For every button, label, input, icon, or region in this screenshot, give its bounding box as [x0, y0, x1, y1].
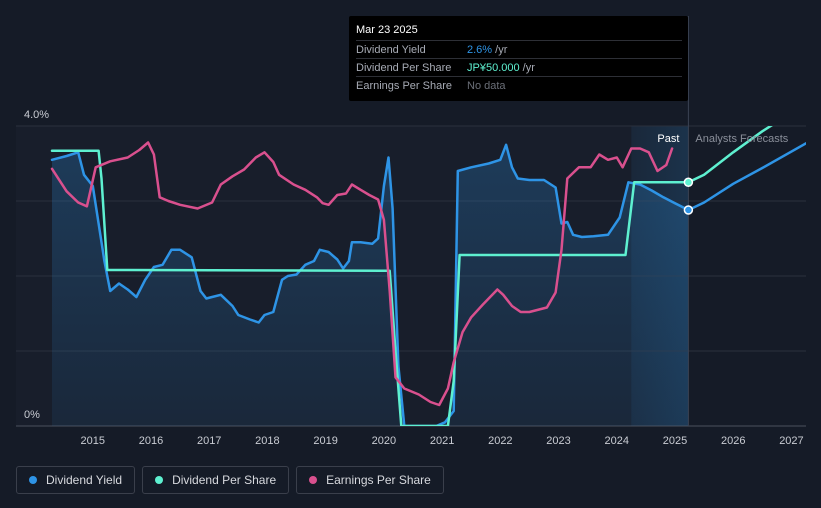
y-tick-label-top: 4.0% [24, 109, 49, 121]
x-tick-label: 2020 [372, 435, 396, 447]
tooltip-label: Dividend Yield [356, 44, 426, 56]
tooltip-label: Dividend Per Share [356, 62, 452, 74]
legend: Dividend Yield Dividend Per Share Earnin… [16, 466, 444, 494]
dividend-per-share-line [50, 149, 690, 426]
dividend-yield-area [52, 144, 689, 426]
x-tick-label: 2017 [197, 435, 221, 447]
tooltip-value: JP¥50.000 /yr [467, 62, 535, 74]
legend-item-dividend-yield[interactable]: Dividend Yield [16, 466, 136, 494]
x-tick-label: 2024 [605, 435, 629, 447]
tooltip-row-dividend-per-share: Dividend Per Share JP¥50.000 /yr [356, 58, 682, 77]
tooltip-date: Mar 23 2025 [356, 24, 418, 36]
x-tick-label: 2016 [139, 435, 163, 447]
dividend-yield-forecast-line [687, 142, 806, 212]
x-tick-label: 2023 [546, 435, 570, 447]
dividend-per-share-forecast-line [687, 126, 773, 184]
tooltip: Mar 23 2025 Dividend Yield 2.6% /yr Divi… [349, 16, 688, 101]
x-tick-label: 2022 [488, 435, 512, 447]
tooltip-label: Earnings Per Share [356, 80, 452, 92]
tooltip-value: No data [467, 80, 506, 92]
x-tick-label: 2027 [779, 435, 803, 447]
tooltip-row-earnings-per-share: Earnings Per Share No data [356, 76, 682, 95]
x-tick-label: 2018 [255, 435, 279, 447]
x-tick-label: 2026 [721, 435, 745, 447]
legend-label: Dividend Per Share [172, 473, 277, 487]
legend-dot-icon [309, 476, 318, 484]
legend-dot-icon [29, 476, 37, 484]
legend-label: Earnings Per Share [326, 473, 431, 487]
x-tick-label: 2015 [81, 435, 105, 447]
legend-dot-icon [155, 476, 164, 484]
legend-label: Dividend Yield [46, 473, 123, 487]
earnings-per-share-line [50, 141, 674, 407]
x-tick-label: 2025 [663, 435, 687, 447]
past-label: Past [657, 133, 679, 145]
dividend-yield-marker [683, 205, 694, 215]
forecast-label: Analysts Forecasts [695, 133, 788, 145]
y-tick-label-bottom: 0% [24, 409, 40, 421]
dividend-per-share-marker [683, 177, 694, 187]
tooltip-row-dividend-yield: Dividend Yield 2.6% /yr [356, 40, 682, 59]
x-tick-label: 2021 [430, 435, 454, 447]
x-tick-label: 2019 [313, 435, 337, 447]
tooltip-value: 2.6% /yr [467, 44, 508, 56]
legend-item-dividend-per-share[interactable]: Dividend Per Share [142, 466, 290, 494]
legend-item-earnings-per-share[interactable]: Earnings Per Share [296, 466, 444, 494]
